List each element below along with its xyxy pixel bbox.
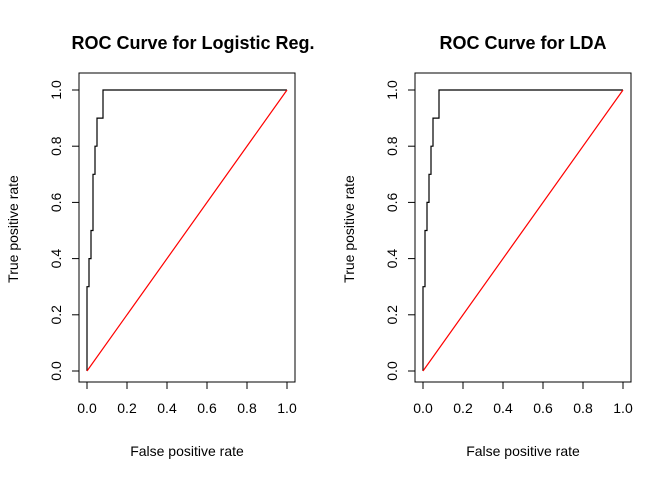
chance-diagonal-line bbox=[422, 89, 624, 372]
x-tick-label: 0.2 bbox=[453, 400, 473, 416]
y-tick-label: 0.4 bbox=[48, 249, 64, 269]
y-axis-label: True positive rate bbox=[341, 175, 357, 283]
y-tick-label: 0.4 bbox=[384, 249, 400, 269]
chart-title: ROC Curve for LDA bbox=[439, 33, 606, 53]
series-layer bbox=[86, 89, 288, 372]
x-tick-label: 0.4 bbox=[157, 400, 177, 416]
plot-box bbox=[414, 72, 632, 383]
chart-title: ROC Curve for Logistic Reg. bbox=[71, 33, 314, 53]
x-axis-label: False positive rate bbox=[466, 443, 580, 459]
x-tick-label: 0.6 bbox=[197, 400, 217, 416]
roc-curve-line bbox=[422, 89, 623, 371]
x-axis-label: False positive rate bbox=[130, 443, 244, 459]
x-tick-label: 0.0 bbox=[413, 400, 433, 416]
y-tick-label: 0.6 bbox=[384, 192, 400, 212]
x-tick-label: 0.2 bbox=[117, 400, 137, 416]
x-axis: 0.0 0.2 0.4 0.6 0.8 1.0 bbox=[413, 381, 633, 416]
x-tick-label: 1.0 bbox=[277, 400, 297, 416]
series-layer bbox=[422, 89, 624, 372]
x-axis: 0.0 0.2 0.4 0.6 0.8 1.0 bbox=[77, 381, 297, 416]
x-tick-label: 0.6 bbox=[533, 400, 553, 416]
y-tick-label: 0.0 bbox=[48, 361, 64, 381]
x-tick-label: 0.4 bbox=[493, 400, 513, 416]
roc-panel-lda: ROC Curve for LDA 0.0 0.2 0.4 0.6 0.8 1.0 0.0… bbox=[341, 33, 633, 459]
y-tick-label: 0.2 bbox=[48, 305, 64, 325]
x-tick-label: 0.8 bbox=[237, 400, 257, 416]
y-tick-label: 0.8 bbox=[384, 136, 400, 156]
x-tick-label: 0.0 bbox=[77, 400, 97, 416]
chance-diagonal-line bbox=[86, 89, 288, 372]
roc-panel-logistic: ROC Curve for Logistic Reg. 0.0 0.2 0.4 0.6… bbox=[5, 33, 315, 459]
y-axis-label: True positive rate bbox=[5, 175, 21, 283]
plot-box bbox=[78, 72, 296, 383]
y-tick-label: 1.0 bbox=[48, 80, 64, 100]
x-tick-label: 1.0 bbox=[613, 400, 633, 416]
y-tick-label: 0.8 bbox=[48, 136, 64, 156]
y-tick-label: 0.2 bbox=[384, 305, 400, 325]
y-axis: 0.0 0.2 0.4 0.6 0.8 1.0 bbox=[384, 80, 416, 381]
y-tick-label: 0.6 bbox=[48, 192, 64, 212]
x-tick-label: 0.8 bbox=[573, 400, 593, 416]
y-axis: 0.0 0.2 0.4 0.6 0.8 1.0 bbox=[48, 80, 80, 381]
y-tick-label: 1.0 bbox=[384, 80, 400, 100]
roc-curve-line bbox=[86, 89, 287, 371]
y-tick-label: 0.0 bbox=[384, 361, 400, 381]
